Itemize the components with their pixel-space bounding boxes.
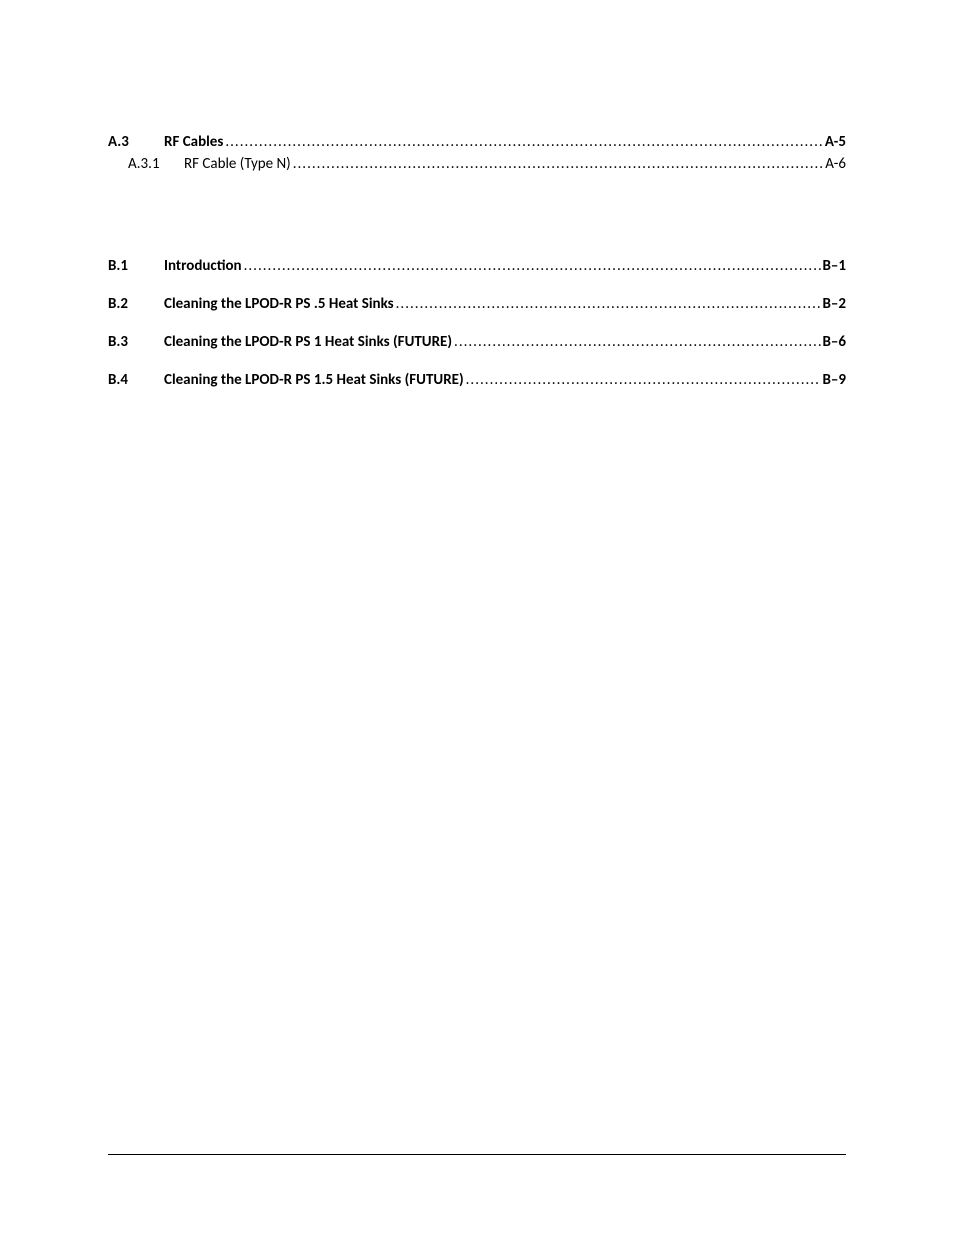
toc-entry-page: B–6 (823, 333, 846, 351)
toc-entry-num: B.1 (108, 257, 164, 275)
toc-entry-title: RF Cables (164, 133, 223, 151)
toc-entry: B.2 Cleaning the LPOD-R PS .5 Heat Sinks… (108, 295, 846, 313)
toc-entry-page: A-6 (825, 155, 846, 173)
toc-leader (244, 257, 821, 275)
toc-entry-title: Introduction (164, 257, 242, 275)
toc-entry-num: B.2 (108, 295, 164, 313)
toc-leader (225, 133, 823, 151)
toc-entry-title: Cleaning the LPOD-R PS 1.5 Heat Sinks (F… (164, 371, 464, 389)
toc-entry: B.3 Cleaning the LPOD-R PS 1 Heat Sinks … (108, 333, 846, 351)
toc-entry-page: B–9 (823, 371, 846, 389)
toc-entry-num: A.3 (108, 133, 164, 151)
toc-page: A.3 RF Cables A-5 A.3.1 RF Cable (Type N… (0, 0, 954, 389)
toc-entry-page: B–2 (823, 295, 846, 313)
toc-entry-title: RF Cable (Type N) (184, 155, 291, 173)
item-gap (108, 317, 846, 333)
toc-leader (396, 295, 821, 313)
footer-divider (108, 1154, 846, 1155)
toc-entry: A.3.1 RF Cable (Type N) A-6 (108, 155, 846, 173)
toc-entry: B.4 Cleaning the LPOD-R PS 1.5 Heat Sink… (108, 371, 846, 389)
toc-entry-num: B.4 (108, 371, 164, 389)
item-gap (108, 279, 846, 295)
toc-entry: B.1 Introduction B–1 (108, 257, 846, 275)
toc-entry-title: Cleaning the LPOD-R PS 1 Heat Sinks (FUT… (164, 333, 452, 351)
toc-entry-num: A.3.1 (128, 155, 184, 173)
toc-entry-title: Cleaning the LPOD-R PS .5 Heat Sinks (164, 295, 394, 313)
toc-leader (293, 155, 824, 173)
section-gap (108, 177, 846, 257)
item-gap (108, 355, 846, 371)
toc-entry: A.3 RF Cables A-5 (108, 133, 846, 151)
toc-entry-page: A-5 (825, 133, 846, 151)
toc-leader (466, 371, 821, 389)
toc-entry-num: B.3 (108, 333, 164, 351)
toc-leader (454, 333, 820, 351)
toc-entry-page: B–1 (823, 257, 846, 275)
